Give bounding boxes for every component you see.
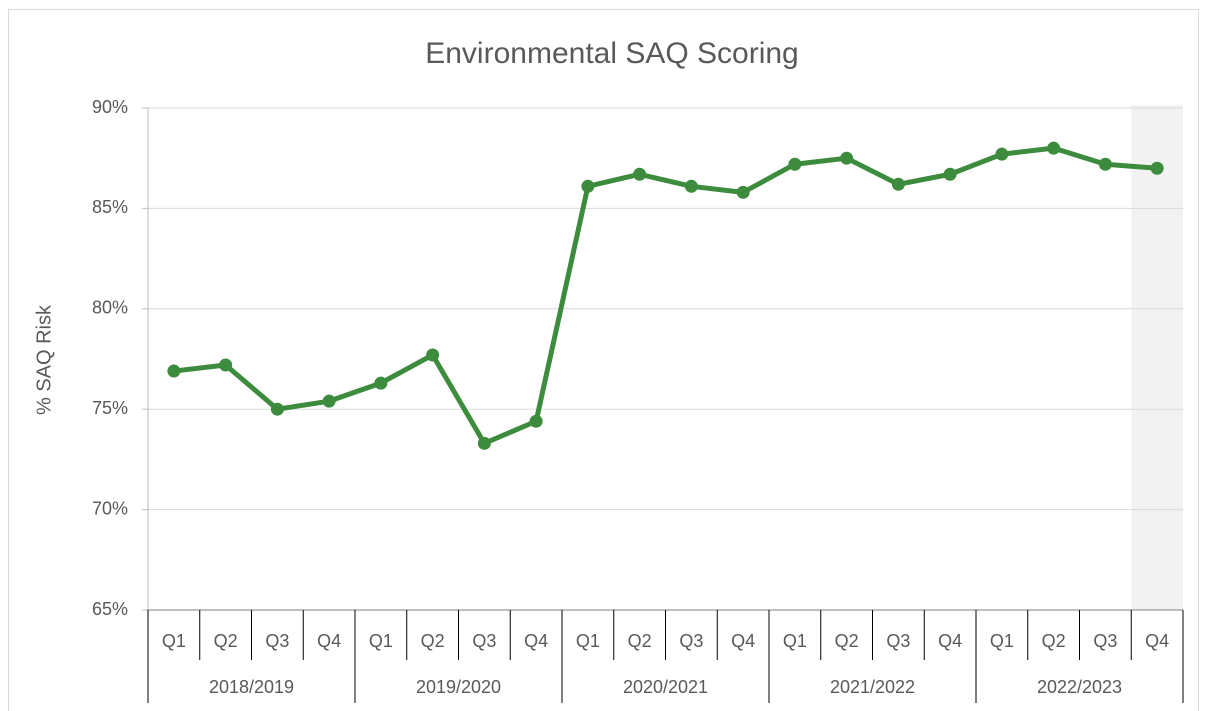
group-label: 2021/2022 bbox=[830, 677, 915, 697]
data-point bbox=[374, 376, 388, 390]
x-tick-label: Q4 bbox=[317, 631, 341, 651]
y-tick-label: 80% bbox=[92, 298, 128, 318]
data-point bbox=[477, 436, 491, 450]
x-tick-label: Q2 bbox=[214, 631, 238, 651]
y-tick-label: 75% bbox=[92, 398, 128, 418]
data-point bbox=[633, 167, 647, 181]
x-tick-label: Q2 bbox=[835, 631, 859, 651]
chart-title: Environmental SAQ Scoring bbox=[425, 37, 799, 70]
data-point bbox=[943, 167, 957, 181]
y-axis-label: % SAQ Risk bbox=[33, 304, 55, 415]
data-point bbox=[426, 348, 440, 362]
x-tick-label: Q1 bbox=[369, 631, 393, 651]
data-point bbox=[788, 157, 802, 171]
x-tick-label: Q2 bbox=[628, 631, 652, 651]
x-tick-label: Q2 bbox=[421, 631, 445, 651]
x-tick-label: Q1 bbox=[576, 631, 600, 651]
x-tick-label: Q3 bbox=[886, 631, 910, 651]
x-tick-label: Q4 bbox=[938, 631, 962, 651]
y-tick-label: 65% bbox=[92, 599, 128, 619]
series-line bbox=[173, 145, 1158, 446]
data-point bbox=[995, 147, 1009, 161]
data-point bbox=[1098, 157, 1112, 171]
data-point bbox=[684, 179, 698, 193]
data-point bbox=[322, 394, 336, 408]
x-tick-label: Q2 bbox=[1042, 631, 1066, 651]
x-tick-label: Q1 bbox=[783, 631, 807, 651]
group-label: 2019/2020 bbox=[416, 677, 501, 697]
x-tick-label: Q4 bbox=[731, 631, 755, 651]
data-point bbox=[167, 364, 181, 378]
group-label: 2018/2019 bbox=[209, 677, 294, 697]
group-label: 2020/2021 bbox=[623, 677, 708, 697]
x-tick-label: Q1 bbox=[990, 631, 1014, 651]
x-tick-label: Q3 bbox=[679, 631, 703, 651]
data-point bbox=[891, 177, 905, 191]
x-tick-label: Q4 bbox=[1145, 631, 1169, 651]
x-tick-label: Q3 bbox=[265, 631, 289, 651]
data-point bbox=[1150, 161, 1164, 175]
data-point bbox=[219, 358, 233, 372]
data-point bbox=[581, 179, 595, 193]
data-point bbox=[736, 185, 750, 199]
data-point bbox=[529, 414, 543, 428]
chart-border bbox=[8, 9, 1199, 711]
y-tick-label: 90% bbox=[92, 97, 128, 117]
y-tick-label: 85% bbox=[92, 197, 128, 217]
data-point bbox=[840, 151, 854, 165]
group-label: 2022/2023 bbox=[1037, 677, 1122, 697]
data-point bbox=[1047, 141, 1061, 155]
data-point bbox=[270, 402, 284, 416]
y-tick-label: 70% bbox=[92, 498, 128, 518]
x-tick-label: Q3 bbox=[1093, 631, 1117, 651]
x-tick-label: Q1 bbox=[162, 631, 186, 651]
highlight-band bbox=[1131, 105, 1183, 610]
x-tick-label: Q3 bbox=[472, 631, 496, 651]
x-tick-label: Q4 bbox=[524, 631, 548, 651]
